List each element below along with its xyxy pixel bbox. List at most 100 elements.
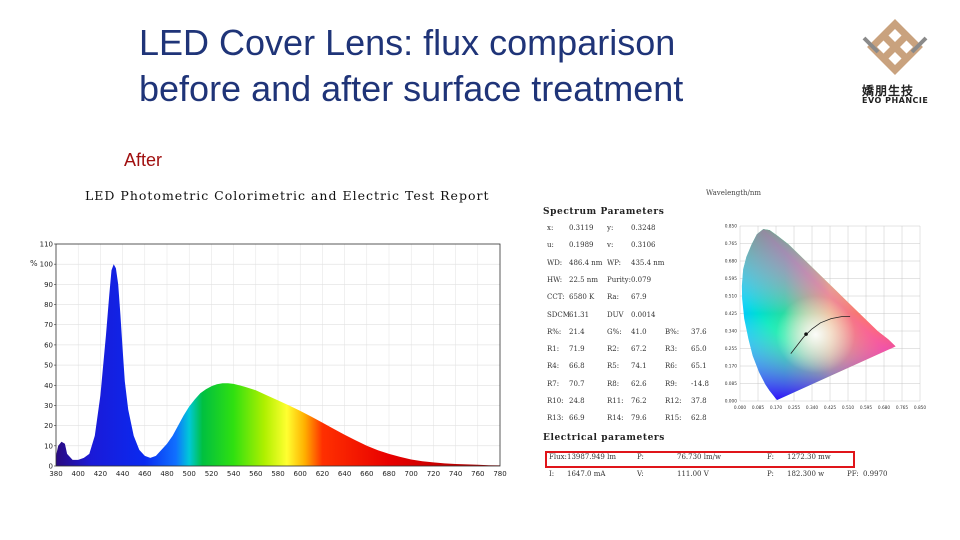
spectrum-x-tick: 680 [382, 470, 395, 478]
param-value: 21.4 [569, 327, 585, 336]
electrical-key: PF: [847, 470, 859, 478]
cie-y-tick: 0.255 [725, 346, 738, 352]
cie-x-tick: 0.340 [806, 405, 819, 411]
cie-x-tick: 0.000 [734, 405, 747, 411]
param-value: 62.8 [691, 414, 707, 423]
cie-x-tick: 0.850 [914, 405, 927, 411]
spectrum-y-tick: 110 [40, 241, 53, 249]
param-key: R10: [547, 397, 564, 405]
param-value: 37.8 [691, 397, 707, 405]
electrical-row-flux: Flux: 13987.949 lm P: 76.730 lm/w F: 1272.30 … [545, 451, 885, 465]
electrical-value: 182.300 w [787, 470, 825, 478]
electrical-value: 1272.30 mw [787, 453, 831, 461]
param-value: 67.2 [631, 345, 647, 354]
cie-y-tick: 0.085 [725, 381, 738, 387]
param-value: 76.2 [631, 397, 647, 405]
spectrum-y-tick: 40 [44, 382, 53, 390]
spectrum-x-tick: 380 [49, 470, 62, 478]
spectrum-x-tick: 600 [294, 470, 307, 478]
electrical-heading: Electrical parameters [543, 433, 665, 443]
electrical-value: 13987.949 lm [567, 453, 616, 461]
spectrum-y-tick: 10 [44, 442, 53, 450]
param-key: R4: [547, 362, 560, 371]
param-key: R5: [607, 362, 620, 371]
cie-y-tick: 0.340 [725, 329, 738, 335]
param-value: 67.9 [631, 293, 647, 302]
param-key: DUV [607, 310, 624, 319]
electrical-key: F: [767, 453, 774, 461]
param-key: R%: [547, 327, 562, 336]
param-value: 0.3106 [631, 241, 656, 250]
spectrum-y-tick: 60 [44, 341, 53, 349]
param-value: 37.6 [691, 327, 707, 336]
electrical-value: 111.00 V [677, 470, 709, 478]
param-value: 66.9 [569, 414, 585, 423]
param-key: R12: [665, 397, 682, 405]
cie-x-tick: 0.680 [878, 405, 891, 411]
cie-y-tick: 0.595 [725, 276, 738, 282]
spectrum-x-tick: 480 [160, 470, 173, 478]
electrical-value: 0.9970 [863, 470, 888, 478]
electrical-value: 76.730 lm/w [677, 453, 721, 461]
logo-chinese-text: 嬌朋生技 [862, 84, 915, 98]
param-value: 74.1 [631, 362, 647, 371]
cie-x-tick: 0.765 [896, 405, 909, 411]
param-value: 61.31 [569, 310, 590, 319]
cie-y-tick: 0.170 [725, 364, 738, 370]
param-value: 71.9 [569, 345, 585, 354]
param-key: R8: [607, 379, 620, 388]
param-key: y: [607, 224, 614, 232]
param-value: 0.3248 [631, 224, 656, 232]
spectrum-x-tick: 520 [205, 470, 218, 478]
param-value: 22.5 nm [569, 275, 598, 284]
param-value: 66.8 [569, 362, 585, 371]
spectrum-x-tick: 780 [493, 470, 506, 478]
param-key: R2: [607, 345, 620, 354]
cie-y-tick: 0.000 [725, 399, 738, 405]
param-value: 24.8 [569, 397, 585, 405]
spectrum-chart: 0 10 20 30 40 50 60 70 80 90 100 110 380 400 420 440 46… [30, 241, 507, 479]
logo-english-text: EVO PHANCIE [862, 96, 929, 105]
electrical-key: I: [549, 470, 555, 478]
spectrum-y-tick: 0 [49, 463, 53, 471]
cie-y-tick: 0.765 [725, 241, 738, 247]
spectrum-x-tick: 560 [249, 470, 262, 478]
param-value: 0.1989 [569, 241, 594, 250]
param-value: 62.6 [631, 379, 647, 388]
spectrum-y-tick: 80 [44, 301, 53, 309]
spectrum-x-tick: 500 [183, 470, 196, 478]
spectrum-x-tick: 700 [405, 470, 418, 478]
param-key: R9: [665, 379, 678, 388]
company-logo [862, 19, 928, 75]
param-value: 0.0014 [631, 310, 656, 319]
param-key: R14: [607, 414, 624, 423]
spectrum-plot-frame [55, 243, 501, 467]
param-value: 65.0 [691, 345, 707, 354]
chromaticity-point [804, 332, 808, 336]
electrical-key: Flux: [549, 453, 567, 461]
spectrum-x-tick: 640 [338, 470, 351, 478]
param-value: 6580 K [569, 293, 595, 302]
param-key: Purity: [607, 275, 631, 284]
cie-x-tick: 0.085 [752, 405, 765, 411]
spectrum-x-tick: 460 [138, 470, 151, 478]
slide-title: LED Cover Lens: flux comparison before a… [139, 20, 779, 112]
param-key: v: [607, 241, 614, 250]
param-key: R3: [665, 345, 678, 354]
param-value: 65.1 [691, 362, 707, 371]
cie-x-tick: 0.170 [770, 405, 783, 411]
slide-title-line2: before and after surface treatment [139, 68, 684, 109]
spectrum-y-axis-label: % [30, 259, 38, 268]
param-key: R6: [665, 362, 678, 371]
spectrum-x-tick: 760 [471, 470, 484, 478]
cie-y-tick: 0.425 [725, 311, 738, 317]
spectrum-x-tick: 420 [94, 470, 107, 478]
spectrum-x-tick: 400 [72, 470, 85, 478]
param-value: 0.079 [631, 275, 652, 284]
param-key: Ra: [607, 293, 619, 302]
electrical-value: 1647.0 mA [567, 470, 606, 478]
cie-x-tick: 0.595 [860, 405, 873, 411]
param-key: WD: [547, 258, 563, 267]
spectrum-x-tick: 440 [116, 470, 129, 478]
cie-chromaticity-diagram: 0.000 0.085 0.170 0.255 0.340 0.425 0.510 0.595… [725, 224, 927, 412]
